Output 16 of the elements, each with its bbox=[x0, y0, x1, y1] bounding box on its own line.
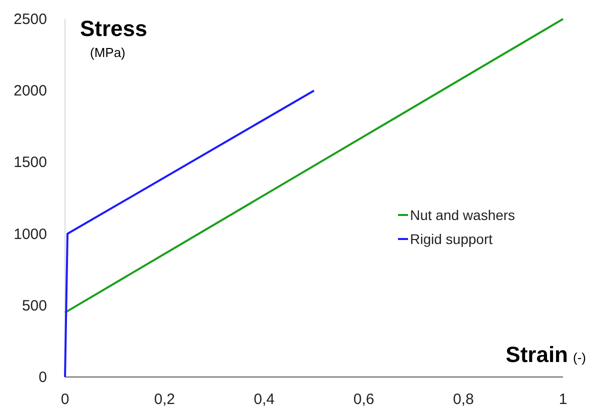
y-tick-label: 2000 bbox=[14, 82, 47, 100]
y-tick-label: 500 bbox=[22, 297, 47, 314]
y-tick-label: 1000 bbox=[14, 226, 47, 243]
x-tick-label: 0 bbox=[60, 391, 70, 408]
y-tick-label: 1500 bbox=[14, 154, 47, 172]
legend-label: Nut and washers bbox=[410, 207, 516, 223]
y-axis-title: Stress (MPa) bbox=[80, 16, 148, 60]
y-tick-label: 2500 bbox=[14, 11, 47, 28]
x-tick-label: 1 bbox=[558, 391, 568, 408]
x-tick-label: 0,8 bbox=[452, 391, 474, 408]
x-axis-title: Strain (-) bbox=[506, 342, 586, 367]
legend-label: Rigid support bbox=[410, 231, 493, 247]
x-tick-label: 0,4 bbox=[254, 391, 275, 408]
y-tick-label: 0 bbox=[38, 369, 47, 386]
x-tick-label: 0,6 bbox=[353, 391, 374, 408]
x-tick-label: 0,2 bbox=[154, 391, 176, 408]
